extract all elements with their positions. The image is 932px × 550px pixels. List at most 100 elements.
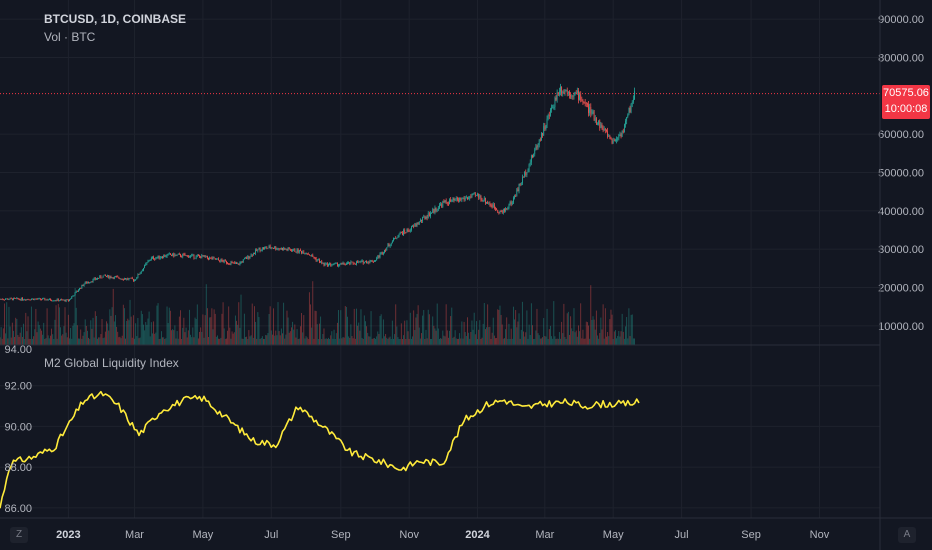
candle-body [431,213,432,214]
candle-body [168,253,170,255]
candle-body [371,260,373,262]
volume-bar [551,336,552,345]
volume-bar [184,332,186,345]
volume-bar [470,331,472,345]
candle-body [451,200,453,202]
candle-body [432,208,434,214]
auto-scale-button[interactable]: A [898,527,916,543]
candle-body [574,92,576,94]
volume-bar [604,308,606,345]
volume-bar [548,329,550,345]
time-axis[interactable]: 2023 Mar May Jul Sep Nov 2024 Mar May Jul Sep Nov [56,529,830,541]
volume-bar [514,319,515,345]
volume-bar [140,310,142,345]
volume-bar [296,329,298,345]
candle-body [338,265,339,267]
candle-body [490,205,492,207]
volume-bar [370,311,372,345]
volume-bar [397,337,399,345]
candle-body [552,107,554,109]
m2-axis[interactable]: 94.00 92.00 90.00 88.00 86.00 [4,344,32,515]
volume-bar [493,335,495,345]
candle-body [303,251,305,254]
volume-bar [450,316,452,345]
time-axis-label: Sep [331,529,351,541]
volume-bar [25,312,27,345]
candle-body [394,237,395,239]
volume-bar [628,308,630,345]
volume-bar [155,332,157,345]
volume-bar [271,334,273,345]
volume-bar [369,336,371,345]
volume-bar [51,328,53,345]
candle-body [390,243,392,246]
candle-body [535,146,537,150]
price-axis-label: 10000.00 [878,321,924,333]
volume-bar [256,338,258,345]
m2-pane-title[interactable]: M2 Global Liquidity Index [44,356,179,370]
volume-bar [454,330,456,345]
m2-axis-label: 88.00 [4,462,32,474]
candle-body [441,204,443,207]
candle-body [509,201,511,205]
volume-bar [10,337,12,345]
candle-body [102,275,104,278]
candle-body [376,258,378,261]
timezone-button[interactable]: Z [10,527,28,543]
volume-bar [306,337,308,345]
volume-bar [121,335,123,345]
candle-body [534,149,536,155]
volume-bar [583,338,585,345]
volume-bar [43,322,45,345]
volume-bar [382,319,384,345]
candle-body [100,275,102,278]
candle-body [278,248,280,250]
volume-bar [45,338,47,345]
volume-bar [33,336,35,345]
volume-bar [119,336,121,345]
volume-bar [496,338,498,345]
candle-body [159,257,161,259]
volume-bar [264,338,266,345]
volume-bar [326,338,328,345]
volume-bar [88,337,90,345]
volume-bar [582,329,584,345]
volume-bar [371,338,373,345]
volume-bar [137,318,139,345]
volume-bar [524,336,526,345]
volume-bar [395,304,397,345]
symbol-title[interactable]: BTCUSD, 1D, COINBASE [44,12,187,26]
volume-bar [112,288,114,345]
volume-bar [373,338,375,345]
candle-body [128,278,130,280]
price-axis[interactable]: 90000.00 80000.00 60000.00 50000.00 40000.00… [878,14,924,333]
time-axis-label: Jul [264,529,278,541]
volume-bar [157,303,159,345]
candle-body [588,104,589,113]
volume-bar [279,335,281,345]
volume-bar [212,329,214,345]
candle-body [297,249,299,253]
volume-bar [630,314,632,345]
candle-body [518,184,520,192]
candle-body [404,229,406,233]
volume-bar [95,315,97,345]
volume-legend[interactable]: Vol · BTC [44,30,96,44]
volume-bar [156,305,158,345]
candle-body [530,155,532,163]
volume-bar [415,317,417,345]
volume-bar [467,317,468,345]
volume-bar [521,301,523,345]
volume-bar [104,331,106,345]
candle-body [433,208,435,213]
candle-body [185,255,187,257]
candle-body [424,216,426,220]
volume-bar [192,327,194,345]
candle-body [440,204,441,206]
candle-body [258,247,260,250]
volume-bar [416,313,418,345]
volume-bar [237,324,239,345]
candle-body [464,197,466,200]
volume-bar [187,330,189,345]
